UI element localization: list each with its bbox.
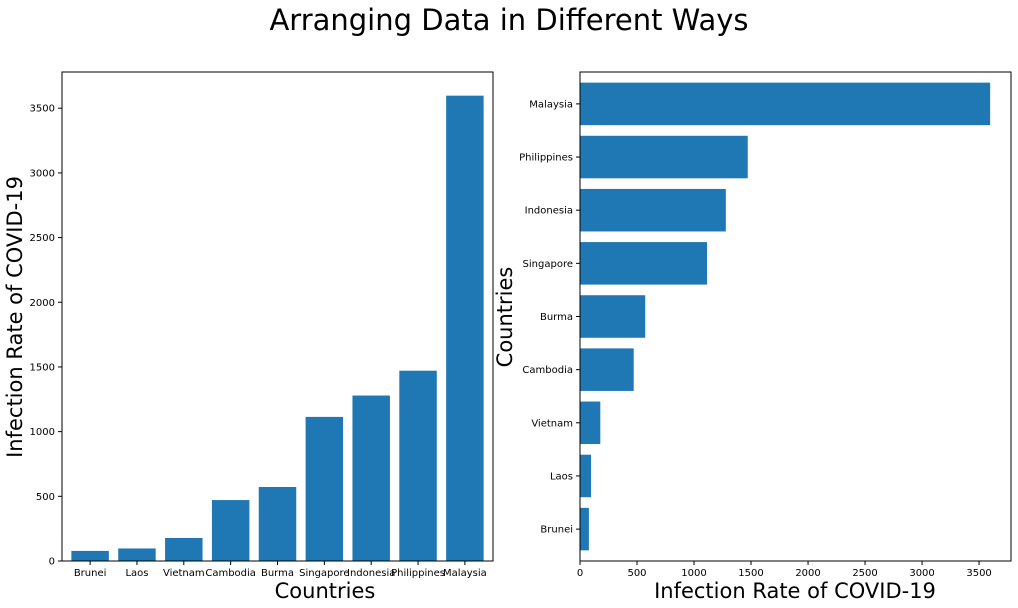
figure-title: Arranging Data in Different Ways	[269, 3, 748, 37]
bar-philippines	[399, 370, 437, 561]
y-tick-label: Singapore	[523, 259, 573, 270]
y-tick-label: 2500	[30, 233, 55, 244]
x-tick-label: 1500	[738, 568, 763, 579]
right-x-axis-label: Infection Rate of COVID-19	[654, 579, 936, 603]
x-tick-label: Brunei	[74, 568, 107, 579]
bar-burma	[580, 295, 646, 338]
x-tick-label: Malaysia	[443, 568, 487, 579]
bar-vietnam	[165, 537, 203, 561]
y-tick-label: 500	[36, 492, 55, 503]
x-tick-label: 2000	[795, 568, 820, 579]
x-tick-label: Indonesia	[347, 568, 395, 579]
y-tick-label: Philippines	[519, 153, 573, 164]
x-tick-label: Singapore	[299, 568, 349, 579]
y-tick-label: 1000	[30, 427, 55, 438]
vertical-bar-chart: Countries Infection Rate of COVID-19 Bru…	[3, 71, 494, 603]
left-y-axis-label: Infection Rate of COVID-19	[3, 176, 27, 458]
bar-malaysia	[446, 95, 484, 561]
bar-burma	[258, 487, 297, 561]
y-tick-label: Laos	[550, 471, 573, 482]
y-tick-label: 2000	[30, 298, 55, 309]
bar-singapore	[580, 242, 708, 285]
bar-laos	[580, 454, 592, 498]
y-tick-label: Burma	[540, 312, 573, 323]
bar-vietnam	[580, 401, 601, 445]
y-tick-label: 3000	[30, 168, 55, 179]
x-tick-label: 0	[577, 568, 583, 579]
x-tick-label: Cambodia	[205, 568, 256, 579]
left-plot-frame	[61, 71, 494, 562]
bar-indonesia	[352, 395, 390, 561]
y-tick-label: Vietnam	[531, 418, 573, 429]
y-tick-label: 3500	[30, 104, 55, 115]
x-tick-label: Vietnam	[163, 568, 205, 579]
bar-laos	[118, 548, 156, 561]
y-tick-label: 0	[49, 557, 55, 568]
bar-cambodia	[580, 348, 634, 391]
bar-cambodia	[211, 500, 250, 561]
right-plot-frame	[579, 71, 1012, 562]
y-tick-label: Cambodia	[522, 365, 573, 376]
right-y-axis-label: Countries	[493, 267, 517, 368]
y-tick-label: Malaysia	[529, 99, 573, 110]
x-tick-label: 500	[627, 568, 646, 579]
bar-philippines	[580, 135, 748, 179]
y-tick-label: Brunei	[540, 525, 573, 536]
y-tick-label: 1500	[30, 362, 55, 373]
x-tick-label: 2500	[852, 568, 877, 579]
bar-brunei	[580, 507, 589, 551]
horizontal-bar-chart: Infection Rate of COVID-19 Countries Bru…	[493, 71, 1012, 603]
bar-singapore	[305, 416, 344, 561]
x-tick-label: Philippines	[391, 568, 445, 579]
x-tick-label: 3500	[966, 568, 991, 579]
x-tick-label: 1000	[681, 568, 706, 579]
bar-malaysia	[580, 82, 991, 126]
x-tick-label: Burma	[261, 568, 294, 579]
bar-indonesia	[580, 188, 726, 232]
bar-brunei	[71, 550, 109, 561]
y-tick-label: Indonesia	[525, 206, 573, 217]
x-tick-label: Laos	[125, 568, 148, 579]
x-tick-label: 3000	[909, 568, 934, 579]
left-x-axis-label: Countries	[275, 579, 376, 603]
